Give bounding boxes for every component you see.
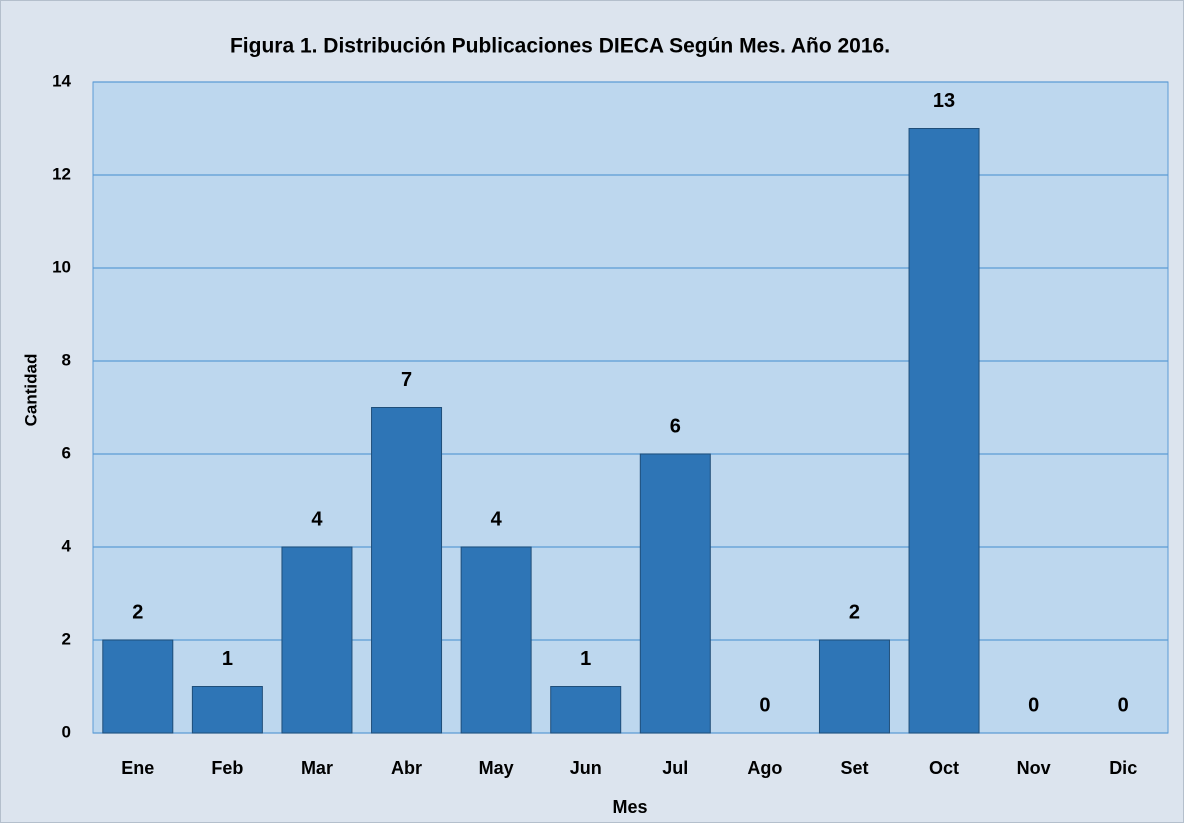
data-label: 7 bbox=[401, 369, 412, 391]
data-label: 4 bbox=[491, 508, 503, 530]
plot-area bbox=[92, 81, 1169, 734]
data-label: 4 bbox=[311, 508, 323, 530]
x-tick-label: Dic bbox=[1109, 758, 1137, 778]
data-label: 0 bbox=[1028, 694, 1039, 716]
y-tick-label: 4 bbox=[62, 536, 72, 555]
y-tick-label: 12 bbox=[52, 164, 71, 183]
x-tick-label: Abr bbox=[391, 758, 422, 778]
x-tick-label: Jun bbox=[570, 758, 602, 778]
data-label: 6 bbox=[670, 415, 681, 437]
x-tick-label: Oct bbox=[929, 758, 959, 778]
data-label: 1 bbox=[580, 648, 591, 670]
y-tick-label: 2 bbox=[62, 629, 71, 648]
x-tick-label: Feb bbox=[211, 758, 243, 778]
x-tick-label: May bbox=[479, 758, 514, 778]
data-label: 0 bbox=[759, 694, 770, 716]
data-label: 0 bbox=[1118, 694, 1129, 716]
data-label: 2 bbox=[849, 601, 860, 623]
data-label: 2 bbox=[132, 601, 143, 623]
y-tick-label: 8 bbox=[62, 350, 71, 369]
x-tick-label: Nov bbox=[1017, 758, 1051, 778]
data-label: 13 bbox=[933, 90, 955, 112]
x-tick-label: Ago bbox=[747, 758, 782, 778]
bar bbox=[371, 407, 443, 734]
y-axis-title: Cantidad bbox=[21, 354, 40, 427]
data-label: 1 bbox=[222, 648, 233, 670]
y-tick-label: 6 bbox=[62, 443, 71, 462]
y-tick-label: 14 bbox=[52, 71, 71, 90]
x-tick-label: Jul bbox=[662, 758, 688, 778]
bar bbox=[639, 453, 711, 734]
x-axis-title: Mes bbox=[612, 797, 647, 817]
y-tick-label: 0 bbox=[62, 722, 71, 741]
bar bbox=[460, 546, 532, 734]
bar bbox=[281, 546, 353, 734]
bar bbox=[102, 639, 174, 734]
chart-title: Figura 1. Distribución Publicaciones DIE… bbox=[230, 35, 890, 58]
bar bbox=[908, 128, 980, 734]
bar bbox=[550, 686, 622, 734]
x-tick-label: Set bbox=[840, 758, 868, 778]
x-tick-label: Ene bbox=[121, 758, 154, 778]
bar bbox=[191, 686, 263, 734]
x-tick-label: Mar bbox=[301, 758, 333, 778]
y-tick-label: 10 bbox=[52, 257, 71, 276]
bar bbox=[818, 639, 890, 734]
